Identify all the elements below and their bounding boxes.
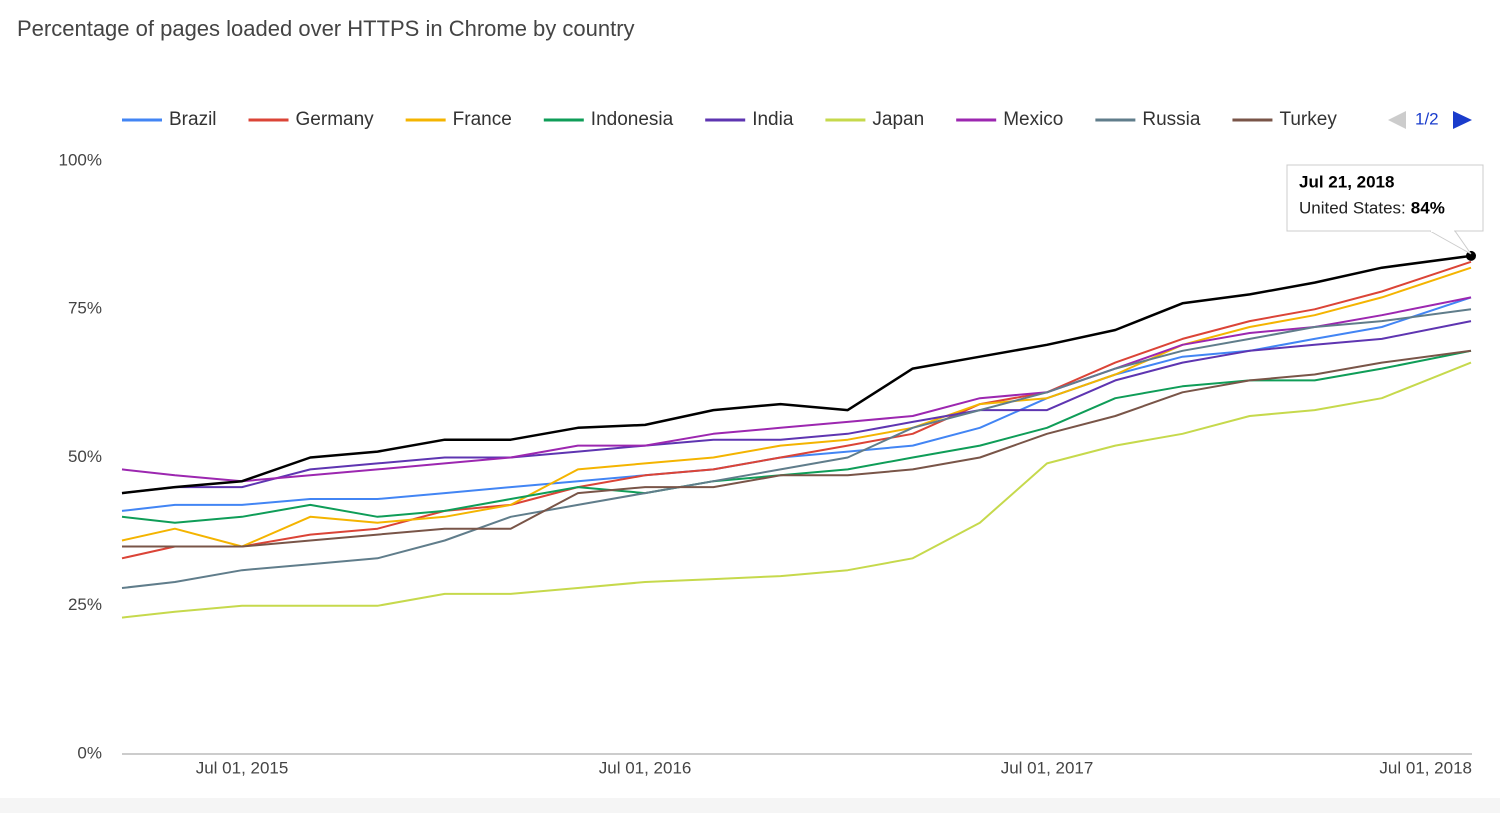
- x-tick-label: Jul 01, 2015: [196, 758, 289, 777]
- legend-item[interactable]: Mexico: [956, 109, 1063, 130]
- legend-label: Russia: [1142, 109, 1201, 130]
- tooltip-box: [1286, 164, 1484, 232]
- y-tick-label: 0%: [77, 743, 102, 762]
- legend-item[interactable]: Japan: [825, 109, 924, 130]
- footer-strip: [0, 798, 1500, 813]
- legend: Brazil Germany France Indonesia India Japan Me…: [122, 109, 1337, 130]
- highlight-point: [1466, 250, 1476, 261]
- tooltip: Jul 21, 2018 United States: 84%: [1286, 164, 1484, 255]
- chart-title: Percentage of pages loaded over HTTPS in…: [17, 16, 635, 41]
- legend-item[interactable]: Germany: [248, 109, 375, 130]
- series-line: [122, 349, 1472, 548]
- legend-label: Indonesia: [591, 109, 674, 130]
- legend-page: 1/2: [1415, 109, 1439, 128]
- legend-next[interactable]: [1453, 111, 1472, 129]
- series-line: [121, 308, 1472, 589]
- legend-label: India: [752, 109, 794, 130]
- legend-item[interactable]: Brazil: [122, 109, 217, 130]
- legend-prev[interactable]: [1388, 111, 1406, 129]
- legend-label: Germany: [296, 109, 375, 130]
- legend-label: France: [453, 109, 512, 130]
- legend-item[interactable]: Russia: [1095, 109, 1201, 130]
- legend-item[interactable]: Turkey: [1232, 109, 1337, 130]
- legend-item[interactable]: Indonesia: [543, 109, 674, 130]
- series-line: [121, 320, 1472, 495]
- tooltip-value: 84%: [1411, 198, 1445, 217]
- legend-item[interactable]: India: [705, 109, 794, 130]
- tooltip-label: United States:: [1299, 198, 1406, 217]
- series-line: [121, 266, 1472, 548]
- series-line: [121, 260, 1472, 560]
- legend-item[interactable]: France: [405, 109, 512, 130]
- series-line: [121, 254, 1472, 495]
- series-line: [121, 296, 1472, 512]
- legend-label: Mexico: [1003, 109, 1063, 130]
- y-tick-label: 25%: [68, 595, 102, 614]
- x-tick-label: Jul 01, 2018: [1379, 758, 1472, 777]
- legend-label: Brazil: [169, 109, 217, 130]
- plot-area: 0% 25% 50% 75% 100% Jul 01, 2015 Jul 01, 2016 J…: [59, 150, 1476, 777]
- x-tick-label: Jul 01, 2016: [599, 758, 692, 777]
- tooltip-date: Jul 21, 2018: [1299, 172, 1394, 191]
- series-line: [121, 361, 1472, 619]
- y-tick-label: 50%: [68, 447, 102, 466]
- series-line: [121, 349, 1472, 524]
- legend-label: Turkey: [1279, 109, 1337, 130]
- x-tick-label: Jul 01, 2017: [1001, 758, 1094, 777]
- legend-label: Japan: [872, 109, 924, 130]
- y-tick-label: 75%: [68, 299, 102, 318]
- series-line: [121, 296, 1472, 483]
- tooltip-pointer: [1428, 230, 1472, 255]
- y-tick-label: 100%: [59, 150, 102, 169]
